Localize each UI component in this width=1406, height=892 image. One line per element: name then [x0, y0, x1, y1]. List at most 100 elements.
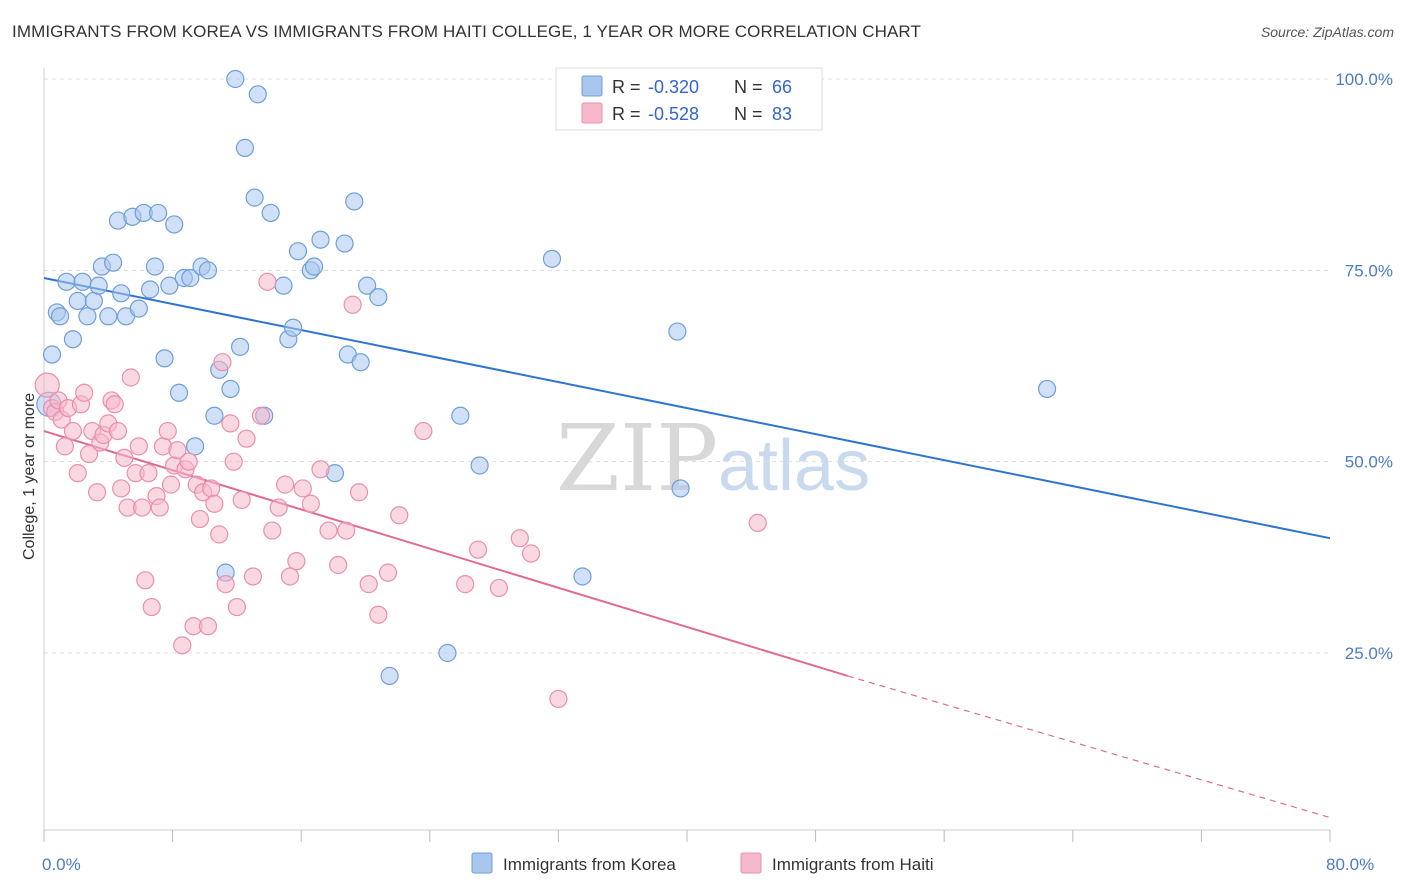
- korea-point: [304, 257, 324, 276]
- haiti-point: [489, 578, 509, 598]
- haiti-point: [337, 521, 356, 540]
- korea-point: [248, 85, 267, 104]
- legend-haiti-r-label: R =: [612, 104, 646, 124]
- trend-lines: [43, 277, 1331, 819]
- haiti-point: [301, 494, 320, 513]
- korea-point: [284, 318, 303, 337]
- korea-point: [542, 249, 562, 268]
- haiti-point: [158, 421, 177, 441]
- haiti-point: [237, 429, 256, 448]
- gridlines: [44, 78, 1330, 654]
- korea-point: [73, 272, 92, 291]
- haiti-point: [329, 555, 348, 575]
- trend-line-haiti-extension: [847, 675, 1331, 819]
- haiti-point: [293, 479, 312, 498]
- y-tick-label-75: 75.0%: [1345, 261, 1393, 280]
- haiti-point: [68, 464, 87, 483]
- korea-point: [186, 437, 205, 456]
- korea-point: [89, 276, 108, 295]
- bottom-legend-swatch-haiti: [740, 852, 762, 874]
- korea-point: [129, 299, 148, 318]
- haiti-point: [227, 597, 246, 617]
- haiti-point: [549, 689, 568, 709]
- haiti-point: [132, 498, 152, 517]
- haiti-point: [414, 421, 433, 441]
- haiti-point: [139, 464, 158, 483]
- haiti-point: [55, 437, 74, 456]
- korea-point: [351, 353, 370, 372]
- x-ticks: [43, 830, 1331, 842]
- korea-point: [226, 69, 245, 89]
- korea-point: [99, 307, 118, 326]
- korea-point: [78, 307, 97, 326]
- korea-point: [438, 643, 457, 663]
- haiti-point: [87, 483, 107, 502]
- haiti-point: [748, 513, 767, 532]
- haiti-point: [468, 540, 488, 559]
- korea-point: [235, 138, 255, 157]
- korea-point: [288, 242, 308, 261]
- korea-point: [104, 253, 123, 272]
- haiti-point: [521, 544, 541, 563]
- haiti-point: [311, 460, 330, 479]
- watermark-atlas: atlas: [718, 426, 870, 506]
- haiti-point: [142, 597, 161, 617]
- korea-point: [261, 203, 280, 223]
- haiti-point: [280, 567, 300, 586]
- legend-korea-r-label: R =: [612, 77, 646, 97]
- haiti-point: [269, 498, 288, 517]
- trend-line-korea: [43, 277, 1331, 540]
- series-legend: Immigrants from Korea Immigrants from Ha…: [471, 852, 934, 874]
- haiti-point: [232, 490, 251, 510]
- korea-point: [345, 192, 364, 211]
- korea-point: [221, 379, 240, 399]
- bottom-legend-korea: Immigrants from Korea: [503, 855, 676, 874]
- haiti-point: [210, 525, 229, 544]
- haiti-point: [456, 575, 475, 594]
- korea-point: [155, 349, 174, 368]
- korea-point: [42, 345, 62, 364]
- korea-point: [335, 234, 354, 253]
- korea-point: [84, 291, 103, 311]
- legend-haiti-n-value: 83: [772, 104, 792, 124]
- korea-point: [140, 280, 160, 299]
- haiti-point: [63, 421, 83, 441]
- korea-point: [165, 215, 184, 234]
- haiti-point: [136, 571, 155, 590]
- haiti-point: [258, 272, 277, 291]
- korea-point: [112, 284, 131, 303]
- haiti-point: [510, 529, 529, 548]
- korea-point: [181, 268, 200, 288]
- haiti-point: [115, 448, 134, 467]
- chart-source: Source: ZipAtlas.com: [1260, 24, 1394, 40]
- korea-point: [160, 276, 179, 295]
- korea-point: [668, 322, 687, 341]
- legend-swatch-korea: [581, 75, 603, 97]
- korea-point: [50, 307, 70, 326]
- haiti-point: [121, 368, 140, 387]
- korea-point: [231, 337, 250, 356]
- x-tick-label-max: 80.0%: [1326, 855, 1374, 874]
- korea-point: [671, 479, 690, 498]
- korea-point: [198, 261, 218, 280]
- haiti-point: [129, 437, 148, 456]
- haiti-point: [173, 636, 192, 655]
- haiti-point: [224, 452, 243, 471]
- haiti-point: [190, 509, 210, 529]
- korea-point: [573, 567, 592, 586]
- y-axis-title: College, 1 year or more: [21, 393, 38, 560]
- legend-haiti-n-label: N =: [734, 104, 768, 124]
- haiti-point: [112, 479, 131, 498]
- y-tick-label-25: 25.0%: [1345, 644, 1393, 663]
- haiti-point: [150, 498, 169, 517]
- korea-point: [245, 188, 264, 207]
- haiti-point: [276, 475, 295, 494]
- legend-korea-n-label: N =: [734, 77, 768, 97]
- legend-swatch-haiti: [581, 102, 603, 124]
- korea-point: [470, 456, 489, 475]
- korea-point: [205, 406, 224, 425]
- korea-point: [369, 288, 388, 307]
- haiti-point: [34, 372, 60, 398]
- haiti-point: [205, 494, 224, 513]
- haiti-point: [343, 295, 362, 314]
